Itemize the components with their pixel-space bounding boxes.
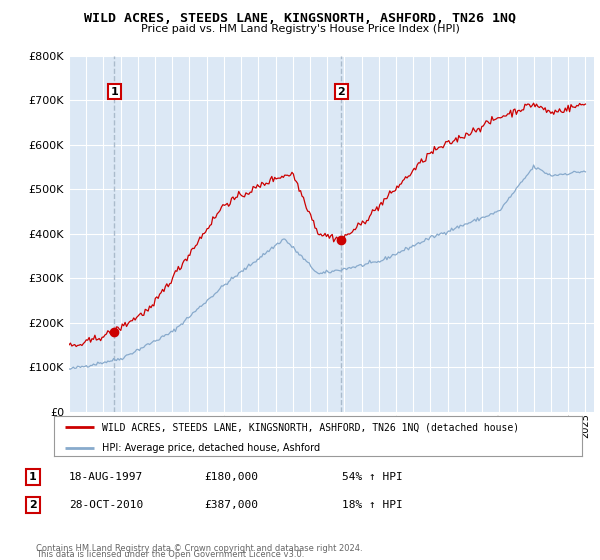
Text: £180,000: £180,000 (204, 472, 258, 482)
Text: £387,000: £387,000 (204, 500, 258, 510)
Text: 28-OCT-2010: 28-OCT-2010 (69, 500, 143, 510)
Text: 1: 1 (29, 472, 37, 482)
Text: 18% ↑ HPI: 18% ↑ HPI (342, 500, 403, 510)
Text: 2: 2 (338, 87, 346, 96)
Text: 18-AUG-1997: 18-AUG-1997 (69, 472, 143, 482)
Text: This data is licensed under the Open Government Licence v3.0.: This data is licensed under the Open Gov… (36, 550, 304, 559)
Text: 54% ↑ HPI: 54% ↑ HPI (342, 472, 403, 482)
Text: Contains HM Land Registry data © Crown copyright and database right 2024.: Contains HM Land Registry data © Crown c… (36, 544, 362, 553)
Text: 1: 1 (110, 87, 118, 96)
Text: Price paid vs. HM Land Registry's House Price Index (HPI): Price paid vs. HM Land Registry's House … (140, 24, 460, 34)
Text: WILD ACRES, STEEDS LANE, KINGSNORTH, ASHFORD, TN26 1NQ (detached house): WILD ACRES, STEEDS LANE, KINGSNORTH, ASH… (101, 422, 518, 432)
Text: 2: 2 (29, 500, 37, 510)
Text: WILD ACRES, STEEDS LANE, KINGSNORTH, ASHFORD, TN26 1NQ: WILD ACRES, STEEDS LANE, KINGSNORTH, ASH… (84, 12, 516, 25)
Text: HPI: Average price, detached house, Ashford: HPI: Average price, detached house, Ashf… (101, 442, 320, 452)
